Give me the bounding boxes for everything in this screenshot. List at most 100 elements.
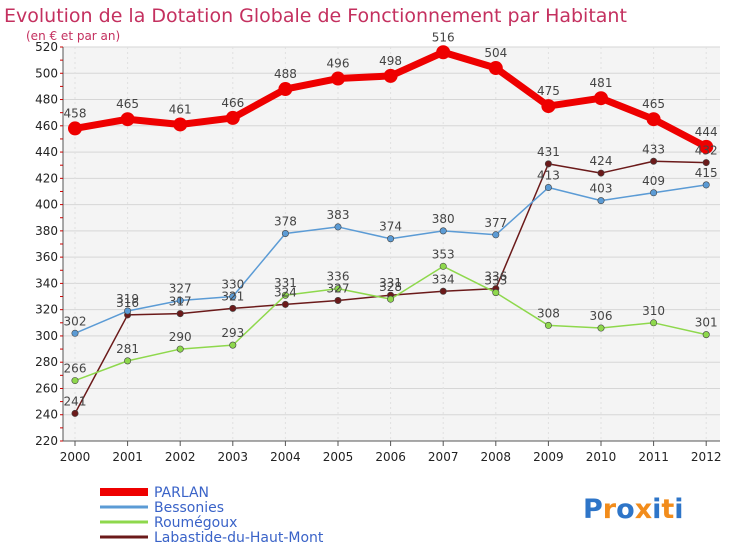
data-point [334,285,342,293]
data-point [488,61,503,76]
data-point [597,324,605,332]
data-point [176,296,184,304]
data-point [702,331,710,339]
x-tick-label: 2004 [270,450,301,464]
plot-area: 220 240 260 280 300 320 340 360 380 400 420 440 460 4… [35,30,721,464]
y-tick-label: 380 [35,224,58,238]
chart-title: Evolution de la Dotation Globale de Fonc… [4,5,627,27]
legend-label: Roumégoux [154,515,237,531]
data-label: 431 [537,145,560,159]
data-point [173,117,188,132]
y-tick-label: 220 [35,434,58,448]
data-point [436,45,451,60]
data-point [646,112,661,127]
data-point [492,231,500,239]
data-label: 327 [169,281,192,295]
y-tick-label: 480 [35,93,58,107]
data-point [544,184,552,192]
data-point [597,169,605,177]
data-label: 331 [274,276,297,290]
x-tick-label: 2005 [323,450,354,464]
data-point [650,189,658,197]
x-tick-label: 2008 [481,450,512,464]
data-point [544,160,552,168]
data-point [650,319,658,327]
y-tick-label: 260 [35,381,58,395]
legend-label: Labastide-du-Haut-Mont [154,530,324,546]
data-point [334,223,342,231]
data-point [439,262,447,270]
data-label: 380 [432,212,455,226]
data-label: 290 [169,330,192,344]
data-point [281,229,289,237]
data-point [334,296,342,304]
data-label: 409 [642,174,665,188]
data-label: 324 [274,285,297,299]
data-label: 461 [169,102,192,116]
proxiti-letter: i [674,494,683,525]
plot-background [63,47,720,441]
data-label: 432 [695,144,718,158]
data-point [124,307,132,315]
data-label: 319 [116,292,139,306]
data-point [439,287,447,295]
y-tick-label: 360 [35,250,58,264]
y-tick-label: 240 [35,408,58,422]
proxiti-letter: i [652,494,661,525]
proxiti-letter: r [603,494,617,525]
data-point [176,310,184,318]
data-label: 378 [274,214,297,228]
data-point [541,99,556,114]
proxiti-text: Proxiti [583,494,684,525]
data-label: 281 [116,342,139,356]
y-tick-label: 300 [35,329,58,343]
data-label: 353 [432,247,455,261]
data-label: 331 [379,276,402,290]
y-tick-label: 440 [35,145,58,159]
data-point [229,293,237,301]
data-label: 241 [64,394,87,408]
data-label: 481 [590,76,613,90]
legend: PARLANBessoniesRoumégouxLabastide-du-Hau… [100,485,324,546]
data-label: 328 [379,280,402,294]
data-label: 496 [327,57,350,71]
data-label: 302 [64,314,87,328]
y-tick-label: 340 [35,276,58,290]
data-label: 458 [64,106,87,120]
x-tick-label: 2000 [60,450,91,464]
data-label: 465 [116,97,139,111]
x-tick-label: 2007 [428,450,459,464]
data-label: 465 [642,97,665,111]
data-label: 333 [484,274,507,288]
data-label: 415 [695,166,718,180]
data-label: 336 [327,270,350,284]
data-label: 377 [484,216,507,230]
proxiti-letter: x [635,494,652,525]
data-label: 293 [221,326,244,340]
data-point [594,91,608,106]
data-point [71,329,79,337]
data-label: 308 [537,306,560,320]
data-label: 310 [642,304,665,318]
data-point [124,357,132,365]
legend-label: Bessonies [154,500,224,516]
data-label: 424 [590,154,613,168]
y-tick-label: 460 [35,119,58,133]
data-point [229,341,237,349]
x-tick-label: 2001 [112,450,143,464]
x-tick-label: 2011 [638,450,669,464]
data-label: 444 [695,125,718,139]
x-tick-label: 2002 [165,450,196,464]
data-point [544,321,552,329]
data-point [387,235,395,243]
data-label: 266 [64,362,87,376]
data-point [176,345,184,353]
data-label: 403 [590,182,613,196]
data-point [387,295,395,303]
data-label: 433 [642,142,665,156]
data-label: 321 [221,289,244,303]
data-label: 413 [537,169,560,183]
data-label: 327 [327,281,350,295]
proxiti-logo: Proxiti [583,494,684,525]
